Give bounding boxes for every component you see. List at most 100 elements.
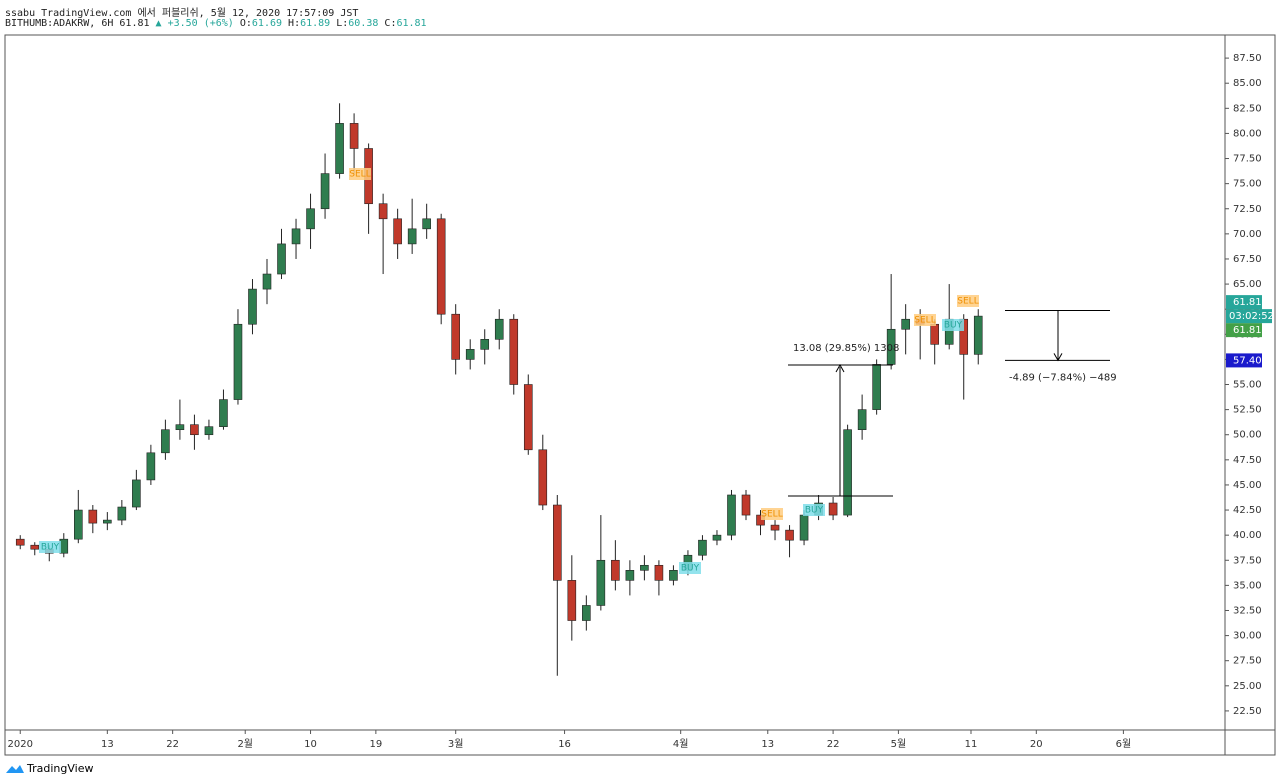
x-tick-label: 4월 bbox=[673, 738, 689, 750]
price-label-box bbox=[1226, 295, 1262, 310]
candle-body bbox=[480, 339, 490, 350]
candle-body bbox=[843, 429, 852, 516]
candle-body bbox=[625, 570, 635, 581]
candle-body bbox=[465, 349, 475, 360]
l-label: L: bbox=[336, 18, 349, 29]
candle-body bbox=[161, 429, 170, 454]
signal-box bbox=[679, 562, 701, 574]
published: ssabu TradingView.com 에서 퍼블리쉬, 5월 12, 20… bbox=[5, 8, 359, 19]
last: 61.81 bbox=[119, 18, 150, 29]
y-tick-label: 35.00 bbox=[1233, 580, 1262, 591]
candle-body bbox=[306, 208, 315, 230]
y-tick-label: 72.50 bbox=[1233, 204, 1262, 215]
candle-body bbox=[741, 494, 751, 516]
y-tick-label: 75.00 bbox=[1233, 179, 1262, 190]
x-tick-label: 2020 bbox=[8, 739, 33, 750]
signal-label: SELL bbox=[914, 316, 935, 326]
candle-body bbox=[88, 509, 98, 524]
y-tick-label: 42.50 bbox=[1233, 505, 1262, 516]
x-tick-label: 11 bbox=[965, 739, 978, 750]
signal-label: SELL bbox=[761, 510, 782, 520]
y-tick-label: 40.00 bbox=[1233, 530, 1262, 541]
candle-body bbox=[872, 364, 881, 410]
o: 61.69 bbox=[251, 18, 283, 29]
candle-body bbox=[74, 509, 83, 540]
candle-body bbox=[727, 494, 736, 536]
candle-body bbox=[669, 570, 678, 581]
o-label: O: bbox=[239, 18, 252, 29]
candle-body bbox=[640, 564, 649, 571]
l: 60.38 bbox=[348, 18, 379, 29]
candle-body bbox=[973, 315, 983, 355]
logo bbox=[6, 765, 24, 773]
candle-body bbox=[103, 519, 112, 524]
price-label-box bbox=[1226, 323, 1262, 338]
signal-label: BUY bbox=[805, 506, 824, 516]
candle-body bbox=[886, 328, 896, 365]
y-tick-label: 77.50 bbox=[1233, 154, 1262, 165]
signal-label: SELL bbox=[349, 170, 370, 180]
candle-body bbox=[698, 539, 707, 556]
candle-body bbox=[712, 534, 722, 541]
candle-body bbox=[291, 228, 301, 245]
candle-body bbox=[451, 313, 460, 360]
x-tick-label: 22 bbox=[166, 739, 179, 750]
candle-body bbox=[15, 538, 25, 546]
signal-box bbox=[914, 314, 936, 326]
candle-body bbox=[596, 559, 606, 606]
y-tick-label: 87.50 bbox=[1233, 53, 1262, 64]
x-tick-label: 13 bbox=[761, 739, 774, 750]
symbol-line: BITHUMB:ADAKRW, 6H 61.81 ▲ +3.50 (+6%) O… bbox=[5, 18, 427, 29]
y-tick-label: 30.00 bbox=[1233, 631, 1262, 642]
y-tick-label: 85.00 bbox=[1233, 78, 1262, 89]
signal-box bbox=[39, 541, 61, 553]
signal-box bbox=[349, 168, 371, 180]
y-tick-label: 22.50 bbox=[1233, 706, 1262, 717]
signal-box bbox=[761, 508, 783, 520]
arrow-head bbox=[835, 363, 845, 373]
signal-label: SELL bbox=[957, 297, 978, 307]
price-label: 61.81 bbox=[1233, 297, 1262, 308]
y-tick-label: 65.00 bbox=[1233, 279, 1262, 290]
signal-label: BUY bbox=[944, 321, 963, 331]
c: 61.81 bbox=[396, 18, 427, 29]
price-label: 61.81 bbox=[1233, 325, 1262, 336]
y-tick-label: 80.00 bbox=[1233, 128, 1262, 139]
candle-body bbox=[30, 544, 40, 550]
y-tick-label: 55.00 bbox=[1233, 380, 1262, 391]
candle-body bbox=[117, 506, 127, 521]
candle-body bbox=[494, 318, 504, 340]
signal-box bbox=[803, 504, 825, 516]
x-tick-label: 13 bbox=[101, 739, 114, 750]
h-label: H: bbox=[288, 18, 301, 29]
candle-body bbox=[509, 318, 519, 385]
countdown: 03:02:52 bbox=[1229, 311, 1274, 322]
c-label: C: bbox=[384, 18, 397, 29]
y-tick-label: 82.50 bbox=[1233, 103, 1262, 114]
candle-body bbox=[219, 399, 228, 427]
x-tick-label: 22 bbox=[827, 739, 840, 750]
y-tick-label: 37.50 bbox=[1233, 555, 1262, 566]
signal-label: BUY bbox=[41, 543, 60, 553]
candle-body bbox=[930, 323, 939, 345]
frame bbox=[4, 34, 1276, 756]
x-tick-label: 19 bbox=[369, 739, 382, 750]
y-tick-label: 25.00 bbox=[1233, 681, 1262, 692]
candle-body bbox=[204, 426, 214, 436]
x-tick-label: 3월 bbox=[448, 738, 464, 750]
candle-body bbox=[175, 424, 185, 431]
y-tick-label: 52.50 bbox=[1233, 405, 1262, 416]
y-tick-label: 45.00 bbox=[1233, 480, 1262, 491]
candle-body bbox=[335, 123, 344, 174]
arrow-head bbox=[1053, 353, 1063, 362]
candle-body bbox=[857, 409, 867, 431]
candle-body bbox=[262, 273, 272, 290]
brand: TradingView bbox=[26, 762, 93, 775]
signal-box bbox=[942, 319, 964, 331]
candle-body bbox=[567, 580, 577, 621]
candle-body bbox=[320, 173, 330, 210]
price-label-box bbox=[1226, 353, 1262, 368]
signal-label: BUY bbox=[681, 564, 700, 574]
